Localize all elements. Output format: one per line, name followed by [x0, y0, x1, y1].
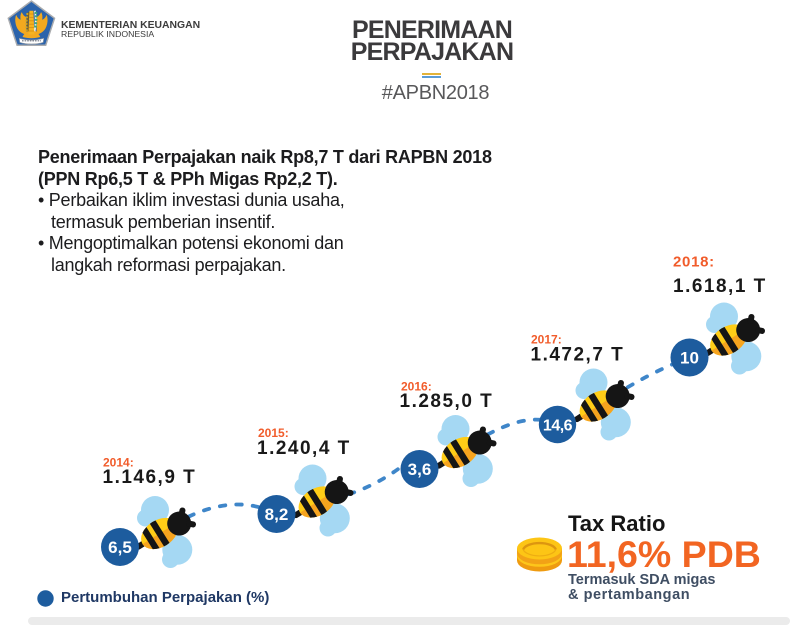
svg-text:8,2: 8,2 [265, 505, 289, 524]
svg-text:1.240,4 T: 1.240,4 T [257, 438, 351, 459]
svg-text:1.618,1 T: 1.618,1 T [673, 276, 767, 297]
svg-text:1.285,0 T: 1.285,0 T [400, 391, 494, 412]
svg-text:2017:: 2017: [531, 333, 562, 347]
svg-text:1.472,7 T: 1.472,7 T [531, 345, 625, 366]
svg-text:2016:: 2016: [401, 380, 432, 394]
svg-text:2015:: 2015: [258, 426, 289, 440]
svg-text:2018:: 2018: [673, 254, 715, 271]
svg-text:14,6: 14,6 [543, 417, 573, 434]
svg-text:6,5: 6,5 [108, 538, 132, 557]
svg-text:2014:: 2014: [103, 456, 134, 470]
svg-text:3,6: 3,6 [408, 460, 432, 479]
svg-text:1.146,9 T: 1.146,9 T [103, 467, 197, 488]
svg-text:10: 10 [680, 349, 699, 368]
